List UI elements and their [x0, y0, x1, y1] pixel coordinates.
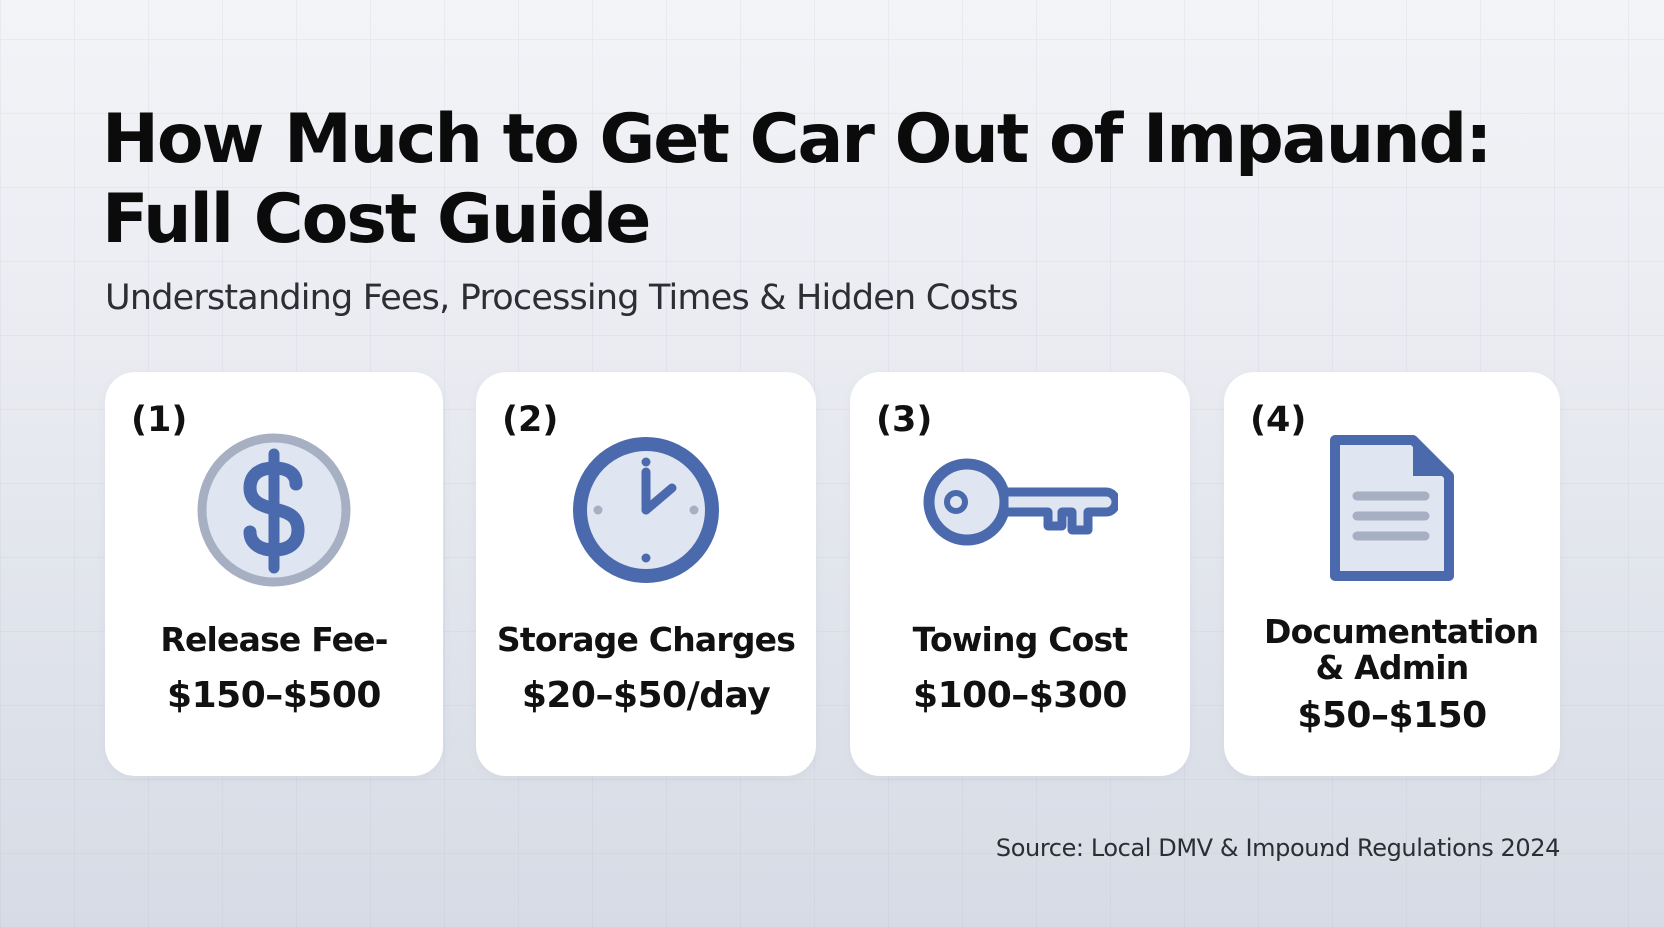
card-number: (2)	[502, 400, 559, 440]
key-icon	[922, 456, 1121, 565]
source-note: Source: Local DMV & Impouמd Regulations …	[995, 834, 1560, 862]
card-value: $100–$300	[913, 675, 1127, 716]
card-value: $20–$50/day	[521, 675, 771, 716]
card-label: Release Fee-	[160, 620, 388, 659]
cost-card-towing-cost: (3) Towing Cost $100–$300	[850, 372, 1190, 776]
page-subtitle: Understanding Fees, Processing Times & H…	[105, 278, 1019, 318]
document-icon	[1327, 432, 1457, 589]
card-value: $150–$500	[167, 675, 381, 716]
cost-card-storage-charges: (2) Storage Charges $20–$50/day	[476, 372, 816, 776]
clock-icon	[568, 432, 724, 593]
card-value: $50–$150	[1297, 695, 1487, 736]
card-label: Towing Cost	[912, 620, 1129, 659]
card-label: Storage Charges	[496, 620, 796, 659]
card-label: Documentation & Admin	[1264, 612, 1539, 687]
cost-card-documentation-admin: (4) Documentation & Admin $50–$150	[1224, 372, 1560, 776]
card-number: (1)	[131, 400, 188, 440]
dollar-coin-icon	[196, 432, 352, 593]
cost-card-release-fee: (1) Release Fee- $150–$500	[105, 372, 443, 776]
page-title: How Much to Get Car Out of Impaund: Full…	[102, 100, 1492, 259]
card-number: (3)	[876, 400, 933, 440]
card-number: (4)	[1250, 400, 1307, 440]
